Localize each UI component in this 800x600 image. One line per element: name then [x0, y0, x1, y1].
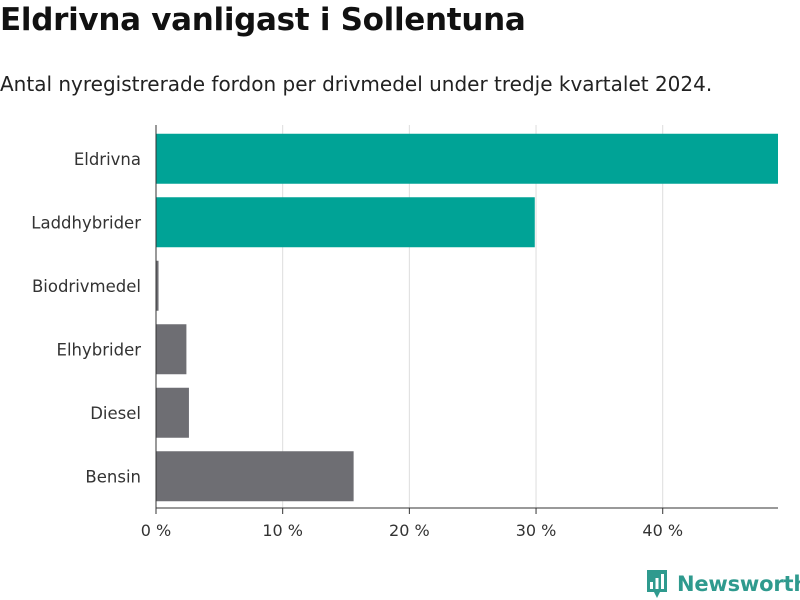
chart-title: Eldrivna vanligast i Sollentuna: [0, 2, 526, 38]
bar: [156, 324, 187, 375]
bar: [156, 387, 189, 438]
bar-chart: Eldrivna Laddhybrider Biodrivmedel Elhybrid…: [31, 125, 778, 540]
category-label: Diesel: [90, 404, 141, 423]
x-tick-label: 0 %: [141, 521, 171, 540]
newsworthy-logo-text: Newsworthy: [677, 572, 800, 596]
category-label: Biodrivmedel: [32, 277, 141, 296]
category-label: Eldrivna: [74, 150, 141, 169]
category-label: Elhybrider: [57, 340, 142, 359]
newsworthy-logo-icon: [647, 570, 667, 598]
newsworthy-logo: Newsworthy: [645, 568, 800, 600]
x-tick-label: 20 %: [389, 521, 430, 540]
x-tick-label: 30 %: [516, 521, 557, 540]
x-tick-label: 40 %: [642, 521, 683, 540]
chart-subtitle: Antal nyregistrerade fordon per drivmede…: [0, 72, 713, 96]
category-label: Laddhybrider: [31, 213, 141, 232]
bar: [156, 451, 354, 502]
x-tick-label: 10 %: [262, 521, 303, 540]
bar: [156, 197, 535, 248]
bar: [156, 133, 778, 184]
category-label: Bensin: [85, 467, 141, 486]
bar: [156, 260, 159, 311]
